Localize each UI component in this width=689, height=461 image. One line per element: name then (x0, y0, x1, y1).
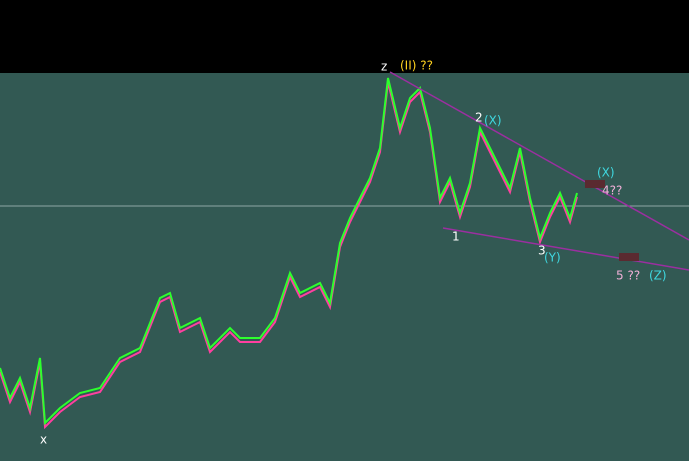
wave-label: 3 (538, 244, 546, 258)
wave-label: 2 (475, 111, 483, 125)
upper-trendline (389, 71, 689, 241)
lower-trendline (442, 227, 689, 271)
wave-label: z (381, 60, 387, 74)
plot-area (0, 73, 689, 461)
wave-label: (X) (484, 114, 502, 128)
wave-label: 4?? (602, 184, 622, 198)
wave-label: (Z) (649, 269, 667, 283)
top-band (0, 0, 689, 73)
wave-label: (II) ?? (400, 59, 433, 73)
price-path-up (0, 77, 578, 426)
wave-label: (Y) (544, 251, 561, 265)
wave-label: x (40, 433, 47, 447)
wave-label: (X) (597, 166, 615, 180)
wave-label: 1 (452, 230, 460, 244)
wave-label: 5 ?? (616, 269, 640, 283)
target-box (619, 253, 639, 261)
target-box (585, 180, 605, 188)
